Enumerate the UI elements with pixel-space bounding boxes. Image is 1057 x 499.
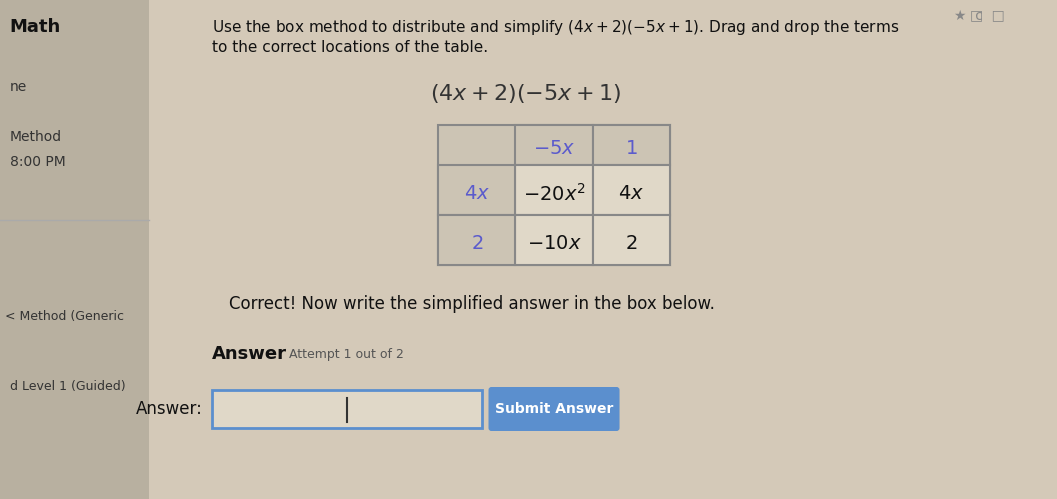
Text: Answer: Answer: [212, 345, 286, 363]
FancyBboxPatch shape: [439, 215, 516, 265]
FancyBboxPatch shape: [593, 215, 670, 265]
Text: $2$: $2$: [470, 235, 483, 253]
Text: $2$: $2$: [625, 235, 637, 253]
Text: $-5x$: $-5x$: [533, 140, 575, 158]
FancyBboxPatch shape: [593, 165, 670, 215]
Text: $(4x+2)(-5x+1)$: $(4x+2)(-5x+1)$: [429, 82, 620, 105]
Text: d Level 1 (Guided): d Level 1 (Guided): [10, 380, 126, 393]
Text: Correct! Now write the simplified answer in the box below.: Correct! Now write the simplified answer…: [229, 295, 716, 313]
Text: $-20x^2$: $-20x^2$: [522, 183, 586, 205]
Text: Attempt 1 out of 2: Attempt 1 out of 2: [289, 348, 404, 361]
FancyBboxPatch shape: [593, 125, 670, 165]
FancyBboxPatch shape: [516, 215, 593, 265]
Text: Math: Math: [10, 18, 61, 36]
Text: Submit Answer: Submit Answer: [495, 402, 613, 416]
FancyBboxPatch shape: [212, 390, 482, 428]
Text: Answer:: Answer:: [135, 400, 202, 418]
Text: $-10x$: $-10x$: [526, 235, 581, 253]
Text: ★  c  □: ★ c □: [953, 8, 1004, 22]
FancyBboxPatch shape: [439, 125, 670, 265]
Text: Method: Method: [10, 130, 61, 144]
FancyBboxPatch shape: [488, 387, 619, 431]
Text: □: □: [969, 8, 983, 22]
Text: $4x$: $4x$: [464, 185, 490, 203]
FancyBboxPatch shape: [516, 125, 593, 165]
Text: Use the box method to distribute and simplify $(4x+2)(-5x+1)$. Drag and drop the: Use the box method to distribute and sim…: [212, 18, 900, 37]
Text: 8:00 PM: 8:00 PM: [10, 155, 66, 169]
FancyBboxPatch shape: [0, 0, 149, 499]
FancyBboxPatch shape: [149, 0, 1019, 499]
Text: $1$: $1$: [625, 140, 637, 158]
FancyBboxPatch shape: [516, 165, 593, 215]
Text: ne: ne: [10, 80, 26, 94]
FancyBboxPatch shape: [439, 165, 516, 215]
Text: to the correct locations of the table.: to the correct locations of the table.: [212, 40, 488, 55]
Text: < Method (Generic: < Method (Generic: [5, 310, 124, 323]
Text: $4x$: $4x$: [618, 185, 644, 203]
